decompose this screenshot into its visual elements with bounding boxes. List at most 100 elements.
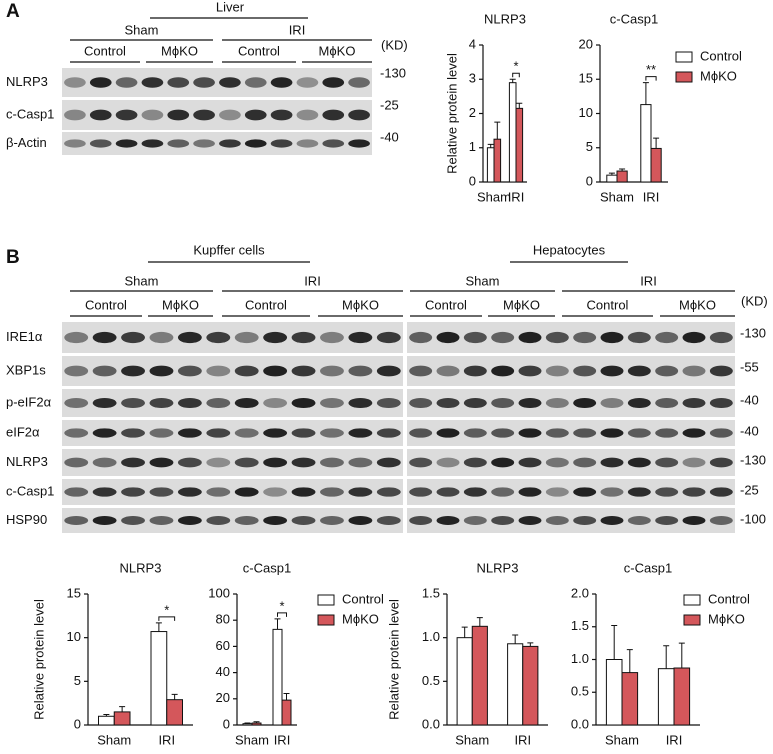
y-tick-label: 10 [579, 105, 593, 120]
band [121, 457, 145, 468]
band [348, 516, 373, 525]
band [348, 139, 370, 148]
y-tick-label: 1.5 [422, 585, 440, 600]
y-axis-label: Relative protein level [444, 53, 459, 174]
legend-label: Control [700, 48, 742, 63]
band [709, 397, 733, 409]
group-label: IRI [304, 273, 321, 288]
band [177, 331, 202, 344]
bar [166, 699, 183, 726]
band [206, 331, 231, 344]
band [64, 397, 89, 409]
band [655, 428, 679, 438]
band [92, 365, 117, 377]
bar [508, 82, 517, 183]
band [376, 457, 401, 468]
chart-title: NLRP3 [477, 560, 519, 575]
band [320, 331, 344, 344]
y-tick-label: 40 [216, 664, 230, 679]
legend-swatch [675, 71, 693, 83]
band [244, 77, 267, 88]
blot [407, 322, 735, 353]
band [206, 457, 231, 468]
significance-label: * [513, 59, 518, 74]
band [627, 516, 651, 525]
row-label: HSP90 [6, 512, 47, 527]
bar [471, 625, 488, 726]
blot [62, 508, 403, 533]
band [463, 457, 487, 468]
band [291, 331, 316, 344]
band [463, 365, 487, 377]
band [376, 487, 401, 497]
blot [62, 389, 403, 417]
band [376, 397, 401, 409]
band [320, 516, 344, 525]
band [627, 428, 651, 438]
band [409, 487, 433, 497]
unit-label: (KD) [381, 37, 408, 52]
y-tick-label: 0 [74, 716, 81, 731]
band [234, 365, 259, 377]
band [149, 397, 174, 409]
legend-label: MϕKO [708, 611, 745, 626]
band [709, 331, 733, 344]
y-tick-label: 1 [469, 139, 476, 154]
bar [272, 628, 283, 726]
band [573, 487, 597, 497]
legend-label: MϕKO [342, 611, 379, 626]
band [291, 516, 316, 525]
band [206, 516, 231, 525]
y-tick-label: 2 [469, 105, 476, 120]
x-tick-label: IRI [508, 189, 525, 204]
y-axis-label: Relative protein level [31, 599, 46, 720]
band [600, 331, 624, 344]
y-tick-label: 3 [469, 71, 476, 86]
band [219, 77, 241, 88]
significance-label: ** [646, 62, 656, 77]
bar [616, 170, 628, 183]
y-tick-label: 0 [223, 716, 230, 731]
band [573, 428, 597, 438]
band [348, 487, 373, 497]
band [491, 397, 515, 409]
band [263, 487, 288, 497]
band [219, 139, 241, 148]
subgroup-label: Control [425, 297, 467, 312]
bar [605, 659, 623, 726]
blot [407, 389, 735, 417]
band [244, 139, 267, 148]
band [193, 77, 215, 88]
error-bar [626, 649, 633, 673]
band [682, 397, 706, 409]
subgroup-label: MϕKO [319, 43, 356, 58]
band [491, 331, 515, 344]
band [463, 516, 487, 525]
band [206, 397, 231, 409]
x-tick-label: IRI [274, 732, 291, 747]
band [270, 77, 293, 88]
band [121, 487, 145, 497]
marker-label: -130 [740, 452, 766, 467]
band [263, 331, 288, 344]
band [291, 397, 316, 409]
band [376, 516, 401, 525]
chart-title: NLRP3 [120, 560, 162, 575]
row-label: IRE1α [6, 329, 43, 344]
x-tick-label: Sham [97, 732, 131, 747]
error-bar [642, 82, 649, 105]
subgroup-label: MϕKO [162, 297, 199, 312]
bar [113, 711, 131, 726]
band [92, 331, 117, 344]
y-tick-label: 100 [208, 585, 230, 600]
bar [515, 107, 524, 183]
marker-label: -40 [380, 129, 399, 144]
significance-bracket [158, 616, 176, 621]
band [545, 487, 569, 497]
legend-swatch [317, 614, 335, 626]
band [573, 457, 597, 468]
bar [507, 643, 524, 726]
blot [407, 356, 735, 386]
row-label: p-eIF2α [6, 394, 52, 409]
band [682, 428, 706, 438]
